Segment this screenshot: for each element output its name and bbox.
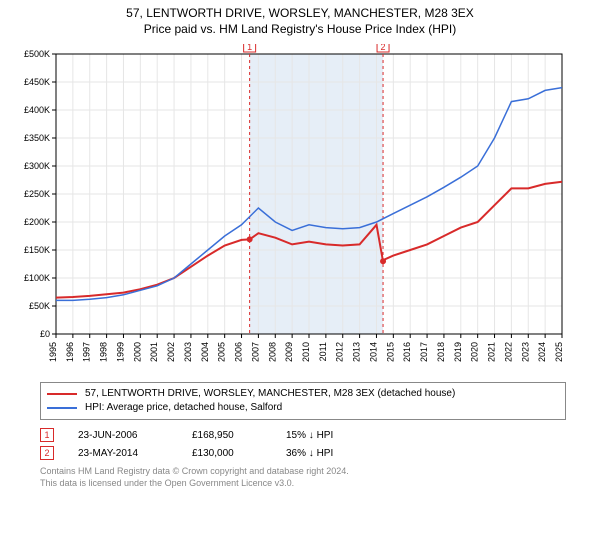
legend-label: HPI: Average price, detached house, Salf… bbox=[85, 401, 282, 415]
svg-text:2011: 2011 bbox=[318, 342, 328, 361]
svg-text:2018: 2018 bbox=[436, 342, 446, 362]
svg-text:2005: 2005 bbox=[217, 342, 227, 362]
svg-text:£400K: £400K bbox=[24, 105, 50, 115]
svg-text:2007: 2007 bbox=[250, 342, 260, 362]
footer-attribution: Contains HM Land Registry data © Crown c… bbox=[40, 466, 566, 489]
svg-text:2002: 2002 bbox=[166, 342, 176, 362]
footer-line: Contains HM Land Registry data © Crown c… bbox=[40, 466, 566, 478]
svg-text:2: 2 bbox=[381, 44, 386, 52]
sale-row: 2 23-MAY-2014 £130,000 36% ↓ HPI bbox=[40, 446, 566, 460]
sale-date: 23-MAY-2014 bbox=[78, 448, 168, 459]
legend: 57, LENTWORTH DRIVE, WORSLEY, MANCHESTER… bbox=[40, 382, 566, 420]
legend-label: 57, LENTWORTH DRIVE, WORSLEY, MANCHESTER… bbox=[85, 387, 455, 401]
sale-marker-icon: 2 bbox=[40, 446, 54, 460]
legend-item: HPI: Average price, detached house, Salf… bbox=[47, 401, 559, 415]
sale-marker-number: 1 bbox=[44, 431, 49, 440]
svg-text:2024: 2024 bbox=[537, 342, 547, 362]
svg-text:£250K: £250K bbox=[24, 189, 50, 199]
svg-text:£300K: £300K bbox=[24, 161, 50, 171]
svg-text:2009: 2009 bbox=[284, 342, 294, 362]
svg-text:2015: 2015 bbox=[385, 342, 395, 362]
svg-text:£0: £0 bbox=[40, 329, 50, 339]
sale-delta: 15% ↓ HPI bbox=[286, 430, 386, 441]
svg-text:2003: 2003 bbox=[183, 342, 193, 362]
svg-text:2023: 2023 bbox=[520, 342, 530, 362]
svg-text:1998: 1998 bbox=[99, 342, 109, 362]
svg-text:£450K: £450K bbox=[24, 77, 50, 87]
legend-swatch bbox=[47, 407, 77, 409]
sale-marker-icon: 1 bbox=[40, 428, 54, 442]
svg-text:1999: 1999 bbox=[115, 342, 125, 362]
svg-text:£150K: £150K bbox=[24, 245, 50, 255]
sale-price: £168,950 bbox=[192, 430, 262, 441]
svg-text:2001: 2001 bbox=[149, 342, 159, 362]
chart-area: £0 £50K £100K £150K £200K £250K £300K £350K £400… bbox=[10, 44, 590, 374]
sale-date: 23-JUN-2006 bbox=[78, 430, 168, 441]
svg-text:£350K: £350K bbox=[24, 133, 50, 143]
svg-text:2004: 2004 bbox=[200, 342, 210, 362]
chart-subtitle: Price paid vs. HM Land Registry's House … bbox=[0, 22, 600, 36]
legend-item: 57, LENTWORTH DRIVE, WORSLEY, MANCHESTER… bbox=[47, 387, 559, 401]
svg-text:2019: 2019 bbox=[453, 342, 463, 362]
svg-text:1995: 1995 bbox=[48, 342, 58, 362]
svg-text:1997: 1997 bbox=[82, 342, 92, 362]
svg-text:2025: 2025 bbox=[554, 342, 564, 362]
svg-text:1996: 1996 bbox=[65, 342, 75, 362]
svg-text:2008: 2008 bbox=[267, 342, 277, 362]
svg-text:2016: 2016 bbox=[402, 342, 412, 362]
chart-header: 57, LENTWORTH DRIVE, WORSLEY, MANCHESTER… bbox=[0, 0, 600, 36]
svg-text:£500K: £500K bbox=[24, 49, 50, 59]
svg-text:1: 1 bbox=[247, 44, 252, 52]
svg-text:2013: 2013 bbox=[352, 342, 362, 362]
footer-line: This data is licensed under the Open Gov… bbox=[40, 478, 566, 490]
line-chart: £0 £50K £100K £150K £200K £250K £300K £350K £400… bbox=[10, 44, 570, 374]
svg-text:2021: 2021 bbox=[487, 342, 497, 362]
svg-text:2010: 2010 bbox=[301, 342, 311, 362]
svg-text:2000: 2000 bbox=[132, 342, 142, 362]
svg-text:£200K: £200K bbox=[24, 217, 50, 227]
sale-row: 1 23-JUN-2006 £168,950 15% ↓ HPI bbox=[40, 428, 566, 442]
sale-marker-number: 2 bbox=[44, 449, 49, 458]
sales-list: 1 23-JUN-2006 £168,950 15% ↓ HPI 2 23-MA… bbox=[40, 428, 566, 460]
svg-text:£100K: £100K bbox=[24, 273, 50, 283]
chart-title: 57, LENTWORTH DRIVE, WORSLEY, MANCHESTER… bbox=[0, 6, 600, 20]
svg-text:2020: 2020 bbox=[470, 342, 480, 362]
legend-swatch bbox=[47, 393, 77, 395]
svg-text:2012: 2012 bbox=[335, 342, 345, 362]
sale-delta: 36% ↓ HPI bbox=[286, 448, 386, 459]
sale-price: £130,000 bbox=[192, 448, 262, 459]
svg-text:2006: 2006 bbox=[234, 342, 244, 362]
svg-text:2022: 2022 bbox=[503, 342, 513, 362]
svg-text:£50K: £50K bbox=[29, 301, 50, 311]
svg-text:2017: 2017 bbox=[419, 342, 429, 362]
svg-text:2014: 2014 bbox=[368, 342, 378, 362]
